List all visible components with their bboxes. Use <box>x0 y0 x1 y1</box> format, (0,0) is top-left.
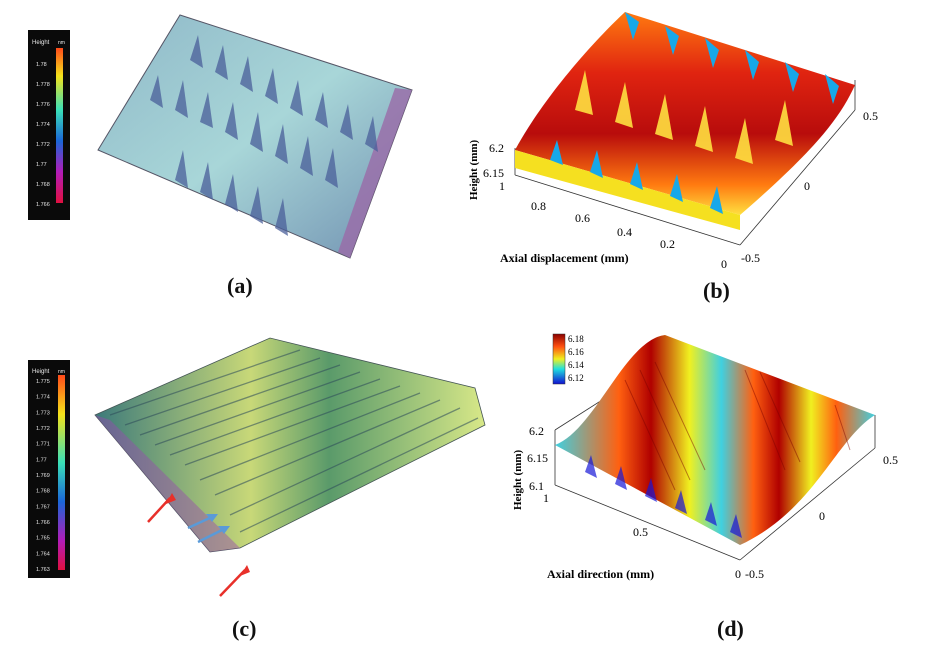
b-z-tick: 6.2 <box>489 141 504 155</box>
b-x-label: Axial displacement (mm) <box>500 251 629 265</box>
d-colorbar-tick: 6.16 <box>568 347 584 357</box>
legend-c-tick: 1.772 <box>36 426 50 432</box>
d-y-tick: 0 <box>819 509 825 523</box>
d-z-tick: 6.1 <box>529 479 544 493</box>
b-x-tick: 0.2 <box>660 237 675 251</box>
legend-c-title: Height <box>32 369 50 375</box>
d-x-tick: 0 <box>735 567 741 581</box>
ridge-lines-c <box>109 349 479 533</box>
d-x-tick: 0.5 <box>633 525 648 539</box>
panel-d-figure: 6.186.166.146.12 6.26.156.1 10.50 0.50-0… <box>512 333 898 581</box>
legend-c-tick: 1.766 <box>36 520 50 526</box>
b-y-tick: 0.5 <box>863 109 878 123</box>
ridge-lines-d <box>624 361 851 491</box>
d-colorbar-tick: 6.18 <box>568 334 584 344</box>
arrows-c <box>147 493 250 597</box>
legend-c-ticks: 1.775 1.774 1.773 1.772 1.771 1.77 1.769 1.768 1… <box>36 379 50 573</box>
d-y-tick: 0.5 <box>883 453 898 467</box>
b-x-tick: 0.6 <box>575 211 590 225</box>
legend-a-ticks: 1.78 1.778 1.776 1.774 1.772 1.77 1.768 1.766 <box>36 62 50 208</box>
colorbar-d <box>552 333 566 385</box>
spike-pattern-a <box>150 35 378 236</box>
legend-c-tick: 1.771 <box>36 442 50 448</box>
b-x-tick: 1 <box>499 179 505 193</box>
axes-box-b <box>514 80 856 246</box>
legend-c-unit: nm <box>58 369 65 375</box>
d-colorbar-tick: 6.12 <box>568 373 584 383</box>
legend-c-tick: 1.769 <box>36 473 50 479</box>
spike-pattern-b <box>550 12 839 214</box>
panel-a: Height nm 1.78 1.778 1.776 1.774 1.772 1.77 1.… <box>0 0 460 310</box>
panel-c-figure <box>28 337 486 597</box>
legend-c-tick: 1.768 <box>36 489 50 495</box>
panel-b-figure: 6.2 6.15 1 0.8 0.6 0.4 0.2 0 0.5 0 -0.5 Height (… <box>468 12 878 271</box>
legend-c-tick: 1.767 <box>36 504 50 510</box>
d-y-ticks: 0.5 0 -0.5 <box>745 453 898 581</box>
d-z-tick: 6.15 <box>527 451 548 465</box>
d-y-tick: -0.5 <box>745 567 764 581</box>
legend-c: Height nm 1.7751.7741.7731.7721.7711.771… <box>32 369 65 573</box>
b-y-tick: 0 <box>804 179 810 193</box>
legend-gradient-a <box>56 48 63 203</box>
legend-a-tick: 1.766 <box>36 202 50 208</box>
panel-d-caption: (d) <box>717 616 744 641</box>
b-x-tick: 0.8 <box>531 199 546 213</box>
b-z-ticks: 6.2 6.15 <box>483 141 504 180</box>
panel-b: 6.2 6.15 1 0.8 0.6 0.4 0.2 0 0.5 0 -0.5 Height (… <box>455 0 933 310</box>
legend-a-tick: 1.77 <box>36 162 47 168</box>
d-z-ticks: 6.2 6.15 6.1 <box>527 424 548 493</box>
legend-c-tick: 1.775 <box>36 379 50 385</box>
legend-a-tick: 1.774 <box>36 122 50 128</box>
spike-pattern-d <box>585 455 742 538</box>
legend-c-tick: 1.773 <box>36 410 50 416</box>
legend-gradient-c <box>58 375 65 570</box>
legend-c-tick: 1.774 <box>36 395 50 401</box>
legend-a-title: Height <box>32 40 50 46</box>
d-z-tick: 6.2 <box>529 424 544 438</box>
legend-a-unit: nm <box>58 40 65 46</box>
panel-d: 6.18 6.16 6.14 6.12 6.2 6.15 6.1 1 0.5 0 0.5 0 -0… <box>455 320 933 657</box>
surface-d <box>555 335 875 545</box>
b-y-ticks: 0.5 0 -0.5 <box>741 109 878 265</box>
d-colorbar-ticks: 6.18 6.16 6.14 6.12 <box>568 334 584 383</box>
d-x-ticks: 10.50 <box>543 491 741 581</box>
panel-c: Height nm 1.775 1.774 1.773 1.772 1.771 1.77 1… <box>0 320 500 657</box>
panel-a-caption: (a) <box>227 273 253 298</box>
legend-c-tick: 1.763 <box>36 567 50 573</box>
legend-a-tick: 1.778 <box>36 82 50 88</box>
b-x-ticks: 1 0.8 0.6 0.4 0.2 0 <box>499 179 727 271</box>
d-z-label: Height (mm) <box>512 449 524 510</box>
legend-c-tick: 1.765 <box>36 536 50 542</box>
b-y-tick: -0.5 <box>741 251 760 265</box>
legend-a-tick: 1.768 <box>36 182 50 188</box>
d-colorbar-tick: 6.14 <box>568 360 584 370</box>
legend-c-tick: 1.77 <box>36 457 47 463</box>
d-x-label: Axial direction (mm) <box>547 567 654 581</box>
b-z-tick: 6.15 <box>483 166 504 180</box>
legend-a-tick: 1.772 <box>36 142 50 148</box>
legend-a-tick: 1.776 <box>36 102 50 108</box>
legend-a-tick: 1.78 <box>36 62 47 68</box>
legend-a: Height nm 1.781.7781.7761.7741.7721.771.… <box>32 40 65 208</box>
spike-highlights-b <box>575 70 793 164</box>
legend-c-tick: 1.764 <box>36 551 50 557</box>
panel-a-figure <box>28 14 413 259</box>
b-z-label: Height (mm) <box>468 139 480 200</box>
d-x-tick: 1 <box>543 491 549 505</box>
panel-c-caption: (c) <box>232 616 257 641</box>
b-x-tick: 0.4 <box>617 225 632 239</box>
b-x-tick: 0 <box>721 257 727 271</box>
surface-b-front-band <box>515 150 740 230</box>
panel-b-caption: (b) <box>703 278 730 303</box>
